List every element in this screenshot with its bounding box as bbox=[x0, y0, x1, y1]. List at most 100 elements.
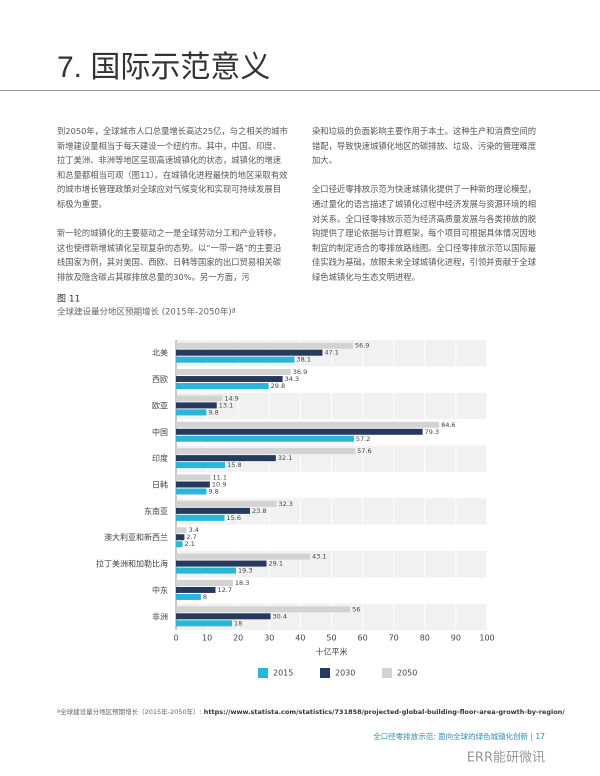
bar bbox=[176, 620, 232, 627]
value-label: 29.8 bbox=[271, 382, 285, 390]
bar bbox=[176, 613, 271, 620]
bar bbox=[176, 349, 323, 356]
value-label: 38.1 bbox=[296, 356, 310, 364]
paragraph: 到2050年，全球城市人口总量增长高达25亿，与之相关的城市新增建设量相当于每天… bbox=[57, 126, 288, 209]
bar bbox=[176, 488, 207, 495]
value-label: 15.8 bbox=[227, 461, 241, 469]
bar bbox=[176, 395, 223, 402]
value-label: 13.1 bbox=[219, 401, 233, 409]
y-tick-label: 东南亚 bbox=[144, 506, 168, 516]
legend-label: 2030 bbox=[335, 669, 355, 678]
value-label: 19.3 bbox=[238, 567, 252, 575]
value-label: 32.3 bbox=[278, 500, 292, 508]
bar bbox=[176, 586, 216, 593]
value-label: 79.3 bbox=[425, 428, 439, 436]
value-label: 29.1 bbox=[269, 560, 283, 568]
bar bbox=[176, 514, 225, 521]
bar bbox=[176, 369, 291, 376]
legend-swatch bbox=[258, 668, 268, 678]
value-label: 9.8 bbox=[208, 488, 218, 496]
bar bbox=[176, 342, 353, 349]
bar bbox=[176, 567, 237, 574]
footnote: ª全球建设量分地区预期增长（2015年-2050年）: https://www.… bbox=[57, 707, 565, 716]
x-tick-label: 100 bbox=[479, 634, 494, 643]
left-column: 到2050年，全球城市人口总量增长高达25亿，与之相关的城市新增建设量相当于每天… bbox=[57, 124, 289, 299]
bar bbox=[176, 435, 354, 442]
bar bbox=[176, 500, 277, 507]
value-label: 47.1 bbox=[324, 349, 338, 357]
value-label: 11.1 bbox=[213, 474, 227, 482]
value-label: 8 bbox=[203, 593, 207, 601]
value-label: 12.7 bbox=[217, 586, 231, 594]
bar bbox=[176, 474, 211, 481]
bar bbox=[176, 481, 210, 488]
value-label: 57.6 bbox=[357, 447, 371, 455]
x-tick-label: 80 bbox=[420, 634, 430, 643]
value-label: 56 bbox=[352, 605, 360, 613]
value-label: 23.8 bbox=[252, 507, 266, 515]
value-label: 3.4 bbox=[189, 526, 199, 534]
y-tick-label: 澳大利亚和新西兰 bbox=[104, 532, 168, 542]
title-rule bbox=[0, 90, 600, 91]
value-label: 10.9 bbox=[212, 481, 226, 489]
y-tick-label: 中国 bbox=[152, 427, 168, 437]
value-label: 30.4 bbox=[273, 612, 287, 620]
bar bbox=[176, 534, 185, 541]
bar bbox=[176, 421, 440, 428]
value-label: 2.7 bbox=[186, 533, 196, 541]
bar bbox=[176, 383, 269, 390]
value-label: 56.9 bbox=[355, 342, 369, 350]
paragraph: 全口径近零排放示范为快速城镇化提供了一种新的理论模型，通过量化的语言描述了城镇化… bbox=[312, 184, 537, 282]
bar bbox=[176, 507, 251, 514]
value-label: 18 bbox=[234, 619, 242, 627]
right-column: 染和垃圾的负面影响主要作用于本土。这种生产和消费空间的错配，导致快速城镇化地区的… bbox=[312, 124, 544, 299]
x-tick-label: 60 bbox=[358, 634, 368, 643]
y-tick-label: 西欧 bbox=[152, 374, 168, 384]
value-label: 36.9 bbox=[293, 368, 307, 376]
legend-label: 2050 bbox=[397, 669, 417, 678]
x-tick-label: 30 bbox=[264, 634, 274, 643]
value-label: 15.6 bbox=[227, 514, 241, 522]
paragraph: 新一轮的城镇化的主要驱动之一是全球劳动分工和产业转移，这也使得新增城镇化呈现复杂… bbox=[57, 228, 282, 282]
bar bbox=[176, 553, 311, 560]
x-tick-label: 40 bbox=[295, 634, 305, 643]
value-label: 2.1 bbox=[185, 540, 195, 548]
value-label: 9.8 bbox=[208, 408, 218, 416]
bar bbox=[176, 448, 356, 455]
value-label: 14.9 bbox=[224, 394, 238, 402]
paragraph: 染和垃圾的负面影响主要作用于本土。这种生产和消费空间的错配，导致快速城镇化地区的… bbox=[312, 126, 537, 166]
value-label: 57.2 bbox=[356, 435, 370, 443]
bar bbox=[176, 527, 187, 534]
y-tick-label: 日韩 bbox=[152, 480, 168, 490]
x-tick-label: 0 bbox=[173, 634, 178, 643]
bar bbox=[176, 606, 351, 613]
bar bbox=[176, 560, 267, 567]
bar bbox=[176, 402, 217, 409]
watermark: ERR能研微讯 bbox=[467, 751, 545, 766]
value-label: 84.6 bbox=[441, 421, 455, 429]
footnote-url: https://www.statista.com/statistics/7318… bbox=[204, 708, 566, 716]
y-tick-label: 中东 bbox=[152, 585, 168, 595]
x-tick-label: 90 bbox=[451, 634, 461, 643]
x-tick-label: 20 bbox=[233, 634, 243, 643]
value-label: 34.3 bbox=[285, 375, 299, 383]
chart-title: 全球建设量分地区预期增长 (2015年-2050年)ª bbox=[57, 307, 236, 318]
y-tick-label: 拉丁美洲和加勒比海 bbox=[96, 559, 168, 569]
legend-swatch bbox=[320, 668, 330, 678]
y-tick-label: 印度 bbox=[152, 453, 168, 463]
bar bbox=[176, 593, 201, 600]
value-label: 18.3 bbox=[235, 579, 249, 587]
figure-label: 图 11 bbox=[57, 294, 80, 305]
footer: 全口径零排放示范: 面向全球的绿色城镇化创新 | 17 bbox=[373, 731, 545, 741]
footnote-text: ª全球建设量分地区预期增长（2015年-2050年）: bbox=[57, 707, 204, 716]
y-tick-label: 非洲 bbox=[152, 611, 168, 621]
value-label: 32.1 bbox=[278, 454, 292, 462]
y-tick-label: 北美 bbox=[152, 348, 168, 358]
value-label: 43.1 bbox=[312, 553, 326, 561]
bar bbox=[176, 428, 423, 435]
bar bbox=[176, 356, 295, 363]
x-axis-label: 十亿平米 bbox=[316, 647, 348, 657]
x-tick-label: 70 bbox=[389, 634, 399, 643]
